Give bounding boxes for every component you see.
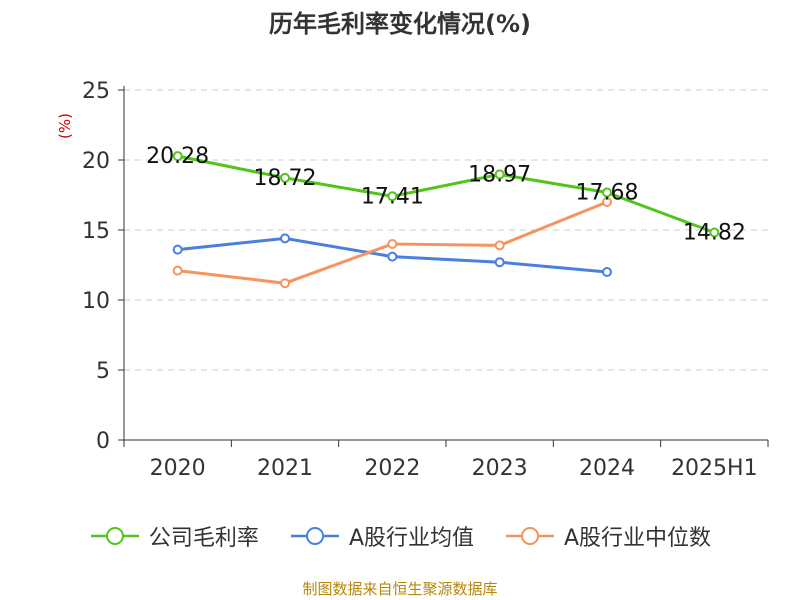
data-point: [602, 197, 612, 207]
y-tick-label: 0: [96, 429, 110, 454]
y-tick-label: 10: [82, 289, 110, 314]
data-label: 17.68: [576, 180, 639, 205]
x-tick-label: 2025H1: [671, 456, 758, 481]
legend-line-marker-icon: [290, 527, 339, 545]
data-point: [602, 187, 612, 198]
data-label: 18.72: [254, 166, 317, 191]
legend-item-industry-median[interactable]: A股行业中位数: [504, 520, 711, 552]
x-tick-label: 2023: [472, 456, 528, 481]
x-tick-label: 2021: [257, 456, 313, 481]
legend-label: A股行业均值: [348, 526, 474, 551]
data-point: [280, 233, 290, 244]
data-label: 17.41: [361, 184, 424, 209]
axis-layer: 0 5 10 15 20 25 2020 2021 2022 2023 2024 2025H1: [82, 79, 769, 481]
data-point: [387, 239, 398, 249]
grid-layer: [124, 89, 768, 371]
x-tick-label: 2022: [364, 456, 420, 481]
data-point: [602, 267, 612, 277]
y-tick-label: 25: [82, 79, 110, 104]
y-tick-label: 15: [82, 219, 110, 244]
data-point: [494, 240, 505, 251]
y-axis-label: (%): [56, 113, 74, 139]
data-point: [280, 278, 290, 289]
data-point: [172, 244, 183, 255]
data-point: [494, 169, 505, 180]
x-tick-label: 2020: [150, 456, 206, 481]
legend-line-marker-icon: [90, 527, 139, 545]
series-layer: [172, 151, 720, 289]
data-point: [172, 151, 183, 162]
data-point: [387, 191, 398, 202]
data-point: [494, 257, 505, 268]
chart-title: 历年毛利率变化情况(%): [269, 10, 531, 38]
data-point: [172, 265, 183, 276]
legend-item-company-gross-margin[interactable]: 公司毛利率: [89, 520, 259, 552]
data-point: [709, 227, 720, 238]
data-point: [280, 172, 290, 183]
legend-label: A股行业中位数: [564, 526, 712, 551]
data-label-layer: 20.28 18.72 17.41 18.97 17.68 14.82: [146, 144, 746, 245]
data-label: 18.97: [468, 162, 531, 187]
legend-label: 公司毛利率: [148, 526, 259, 551]
legend-item-industry-average[interactable]: A股行业均值: [289, 520, 474, 552]
legend-line-marker-icon: [506, 527, 554, 545]
data-point: [387, 251, 398, 262]
y-tick-label: 20: [82, 149, 110, 174]
x-tick-label: 2024: [579, 456, 635, 481]
legend: 公司毛利率 A股行业均值 A股行业中位数: [0, 520, 800, 552]
y-tick-label: 5: [96, 359, 110, 384]
data-label: 20.28: [146, 144, 209, 169]
data-source-note: 制图数据来自恒生聚源数据库: [302, 580, 498, 598]
data-label: 14.82: [683, 221, 746, 246]
series-line-1: [177, 154, 715, 234]
